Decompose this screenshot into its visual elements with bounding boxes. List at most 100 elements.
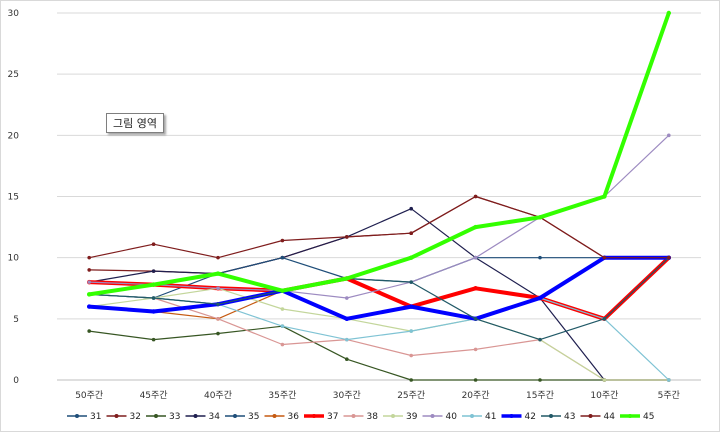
data-point-43 [602,317,607,321]
data-point-41 [409,329,414,333]
series-line-42 [87,255,671,321]
legend-label-42: 42 [525,412,536,422]
data-point-41 [667,378,671,382]
data-point-32 [87,268,91,272]
x-tick-label: 35주간 [268,390,296,401]
series-line-39 [88,287,670,381]
plot-area-tooltip: 그림 영역 [106,113,164,133]
data-point-44 [345,235,349,239]
data-point-44 [216,255,220,260]
legend-marker-40 [430,414,435,418]
data-point-33 [538,378,542,382]
data-point-40 [216,286,220,291]
series-line-45 [87,11,671,297]
data-point-43 [216,302,220,306]
data-point-43 [409,280,414,284]
data-point-39 [602,378,607,382]
data-point-35 [538,255,542,260]
legend-label-36: 36 [288,412,300,422]
legend-marker-32 [114,414,119,418]
legend-label-44: 44 [604,412,616,422]
legend-marker-44 [588,414,593,418]
legend-label-37: 37 [327,412,338,422]
data-point-44 [280,238,285,243]
data-point-45 [87,292,92,297]
legend-label-39: 39 [406,412,418,422]
data-point-44 [151,242,156,247]
data-point-45 [602,194,607,199]
data-point-41 [345,337,349,342]
data-point-45 [537,215,543,220]
data-point-44 [667,255,671,260]
x-tick-label: 5주간 [658,390,680,401]
y-tick-label: 0 [13,376,19,386]
legend-label-40: 40 [446,412,458,422]
data-point-45 [666,10,671,16]
data-point-40 [345,296,349,300]
gridlines [57,12,701,381]
data-point-43 [151,296,156,300]
legend-label-33: 33 [169,412,180,422]
data-point-42 [87,304,92,309]
legend-marker-33 [154,414,158,418]
series-line-44 [88,195,670,259]
series-group [87,10,671,382]
legend-label-31: 31 [90,412,101,422]
y-tick-label: 25 [8,70,19,80]
legend-label-45: 45 [643,412,654,422]
data-point-40 [667,133,671,138]
data-point-40 [473,255,478,260]
data-point-44 [409,231,414,235]
legend-marker-43 [549,414,553,418]
legend-label-43: 43 [564,412,575,422]
legend-marker-38 [351,414,356,418]
series-line-34 [88,208,670,381]
data-point-45 [409,255,414,260]
data-point-42 [409,304,414,309]
data-point-42 [537,295,543,301]
data-point-45 [215,271,221,276]
legend-label-38: 38 [367,412,379,422]
data-point-33 [87,329,91,333]
y-tick-label: 5 [13,315,19,325]
data-point-33 [151,337,156,342]
legend-marker-39 [391,414,395,418]
x-tick-label: 20주간 [462,390,490,401]
legend-marker-35 [233,414,237,418]
x-tick-label: 45주간 [140,390,168,401]
data-point-38 [280,342,285,347]
data-point-45 [151,282,156,287]
data-point-33 [473,378,478,382]
data-point-38 [216,317,220,321]
y-tick-label: 15 [8,193,19,203]
data-point-33 [345,357,349,362]
data-point-33 [216,331,220,336]
data-point-38 [473,347,478,352]
legend-label-41: 41 [485,412,496,422]
legend-label-32: 32 [130,412,141,422]
data-point-38 [409,353,414,358]
data-point-42 [344,316,349,322]
legend-marker-42 [509,414,514,418]
x-tick-label: 15주간 [526,390,554,401]
data-point-42 [151,309,156,314]
data-point-45 [344,276,349,281]
legend-label-34: 34 [209,412,221,422]
data-point-43 [473,317,478,321]
data-point-40 [87,280,91,284]
x-tick-label: 10주간 [590,390,618,401]
data-point-33 [409,378,414,382]
legend-marker-36 [272,414,277,418]
data-point-44 [602,255,607,260]
data-point-45 [473,224,478,230]
data-point-45 [280,288,285,293]
data-point-44 [87,255,91,260]
legend-label-35: 35 [248,412,259,422]
legend-marker-37 [312,414,316,418]
legend: 31 32 33 34 35 36 37 38 39 40 41 42 43 44 45 [67,412,654,422]
data-point-39 [280,307,285,311]
legend-marker-34 [193,414,198,418]
y-tick-label: 30 [8,9,20,19]
